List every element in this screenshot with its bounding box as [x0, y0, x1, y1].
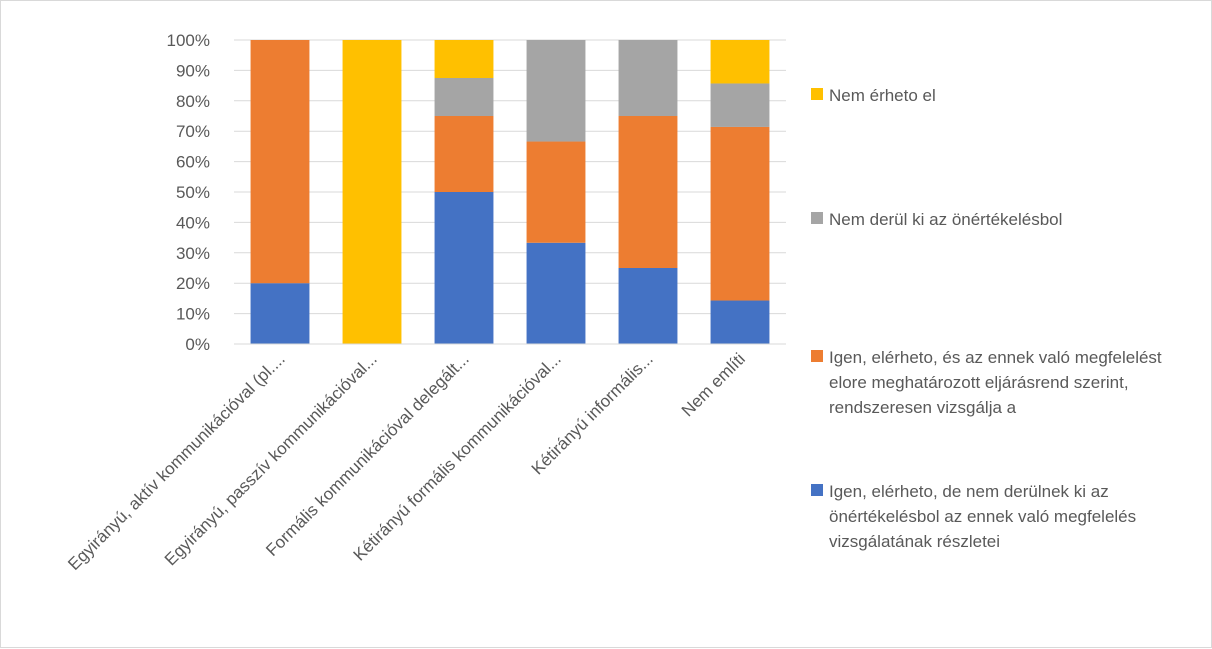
- bar-segment: [250, 40, 310, 284]
- bar-segment: [710, 300, 770, 344]
- legend-item: Igen, elérheto, és az ennek való megfele…: [811, 345, 1169, 420]
- legend: Nem érheto el Nem derül ki az önértékelés…: [811, 1, 1201, 649]
- bar-segment: [434, 192, 494, 344]
- x-tick-label: Kétirányú formális kommunikációval...: [350, 349, 565, 564]
- bar-segment: [250, 283, 310, 344]
- bar-segment: [710, 40, 770, 84]
- legend-swatch: [811, 212, 823, 224]
- bar-segment: [710, 126, 770, 301]
- y-tick-label: 40%: [176, 213, 210, 232]
- legend-item: Igen, elérheto, de nem derülnek ki az ön…: [811, 479, 1169, 554]
- legend-swatch: [811, 484, 823, 496]
- y-tick-label: 0%: [185, 335, 210, 354]
- y-axis: 0% 10% 20% 30% 40% 50% 60% 70% 80% 90% 100%: [167, 31, 210, 354]
- x-tick-label: Formális kommunikációval delegált...: [262, 349, 473, 560]
- y-tick-label: 70%: [176, 122, 210, 141]
- legend-label: Nem derül ki az önértékelésbol: [829, 210, 1063, 229]
- bar-segment: [710, 83, 770, 127]
- gridlines: [234, 39, 786, 345]
- legend-label: Nem érheto el: [829, 86, 936, 105]
- y-tick-label: 80%: [176, 92, 210, 111]
- bar-segment: [618, 116, 678, 268]
- legend-swatch: [811, 350, 823, 362]
- legend-item: Nem derül ki az önértékelésbol: [811, 207, 1169, 232]
- y-tick-label: 60%: [176, 153, 210, 172]
- y-tick-label: 10%: [176, 305, 210, 324]
- bar-segment: [526, 40, 586, 142]
- bar-segment: [434, 78, 494, 116]
- legend-label: Igen, elérheto, de nem derülnek ki az ön…: [829, 482, 1137, 551]
- bar-segment: [342, 40, 402, 344]
- stacked-bar-chart: 0% 10% 20% 30% 40% 50% 60% 70% 80% 90% 100% Egyirá…: [64, 31, 786, 574]
- legend-item: Nem érheto el: [811, 83, 1169, 108]
- bar-segment: [526, 141, 586, 243]
- bar-segment: [434, 116, 494, 192]
- bar-segment: [618, 268, 678, 344]
- y-tick-label: 50%: [176, 183, 210, 202]
- bar-segment: [618, 40, 678, 116]
- legend-swatch: [811, 88, 823, 100]
- legend-label: Igen, elérheto, és az ennek való megfele…: [829, 348, 1162, 417]
- y-tick-label: 30%: [176, 244, 210, 263]
- bar-segment: [526, 242, 586, 344]
- x-tick-label: Nem említi: [678, 349, 749, 420]
- x-tick-label: Egyirányú, passzív kommunikációval...: [161, 349, 381, 569]
- y-tick-label: 20%: [176, 274, 210, 293]
- x-axis: Egyirányú, aktív kommunikációval (pl....…: [64, 343, 786, 574]
- bars: [250, 40, 770, 344]
- y-tick-label: 90%: [176, 61, 210, 80]
- y-tick-label: 100%: [167, 31, 210, 50]
- bar-segment: [434, 40, 494, 78]
